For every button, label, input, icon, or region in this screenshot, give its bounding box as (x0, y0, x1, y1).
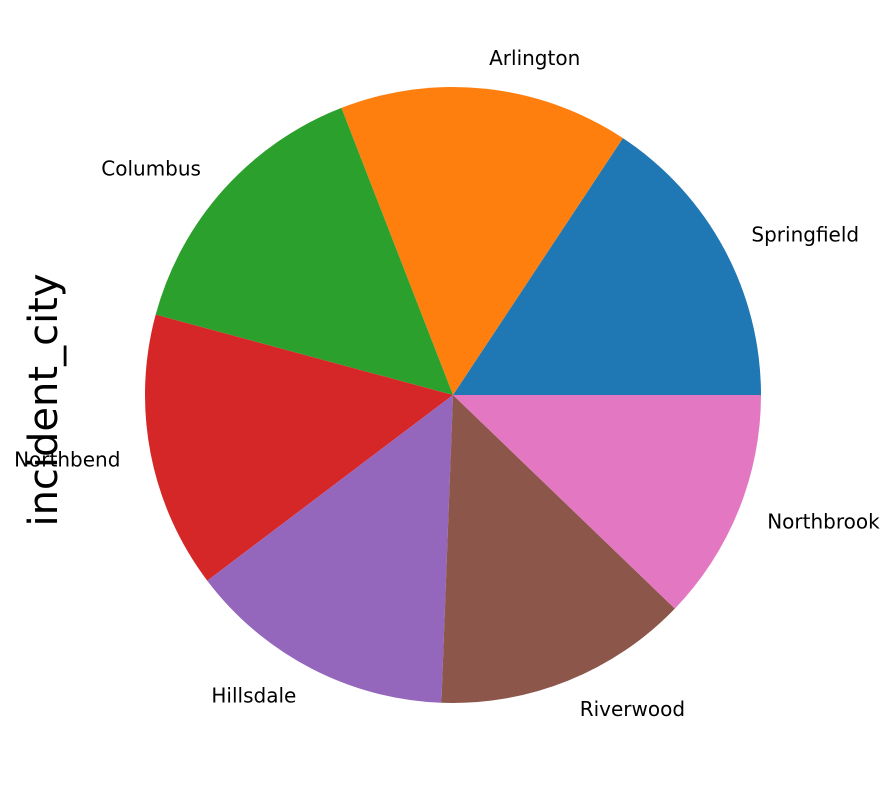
pie-label-hillsdale: Hillsdale (211, 683, 296, 707)
pie-slices (145, 86, 761, 703)
pie-label-riverwood: Riverwood (580, 697, 685, 721)
pie-slice-hillsdale (207, 395, 453, 703)
pie-slice-arlington (341, 86, 623, 395)
pie-slice-springfield (453, 138, 761, 396)
y-axis-label: incident_city (21, 273, 67, 526)
pie-label-columbus: Columbus (101, 157, 201, 181)
pie-slice-northbend (145, 314, 453, 581)
pie-labels: Springfield Arlington Columbus Northbend Hil… (14, 46, 880, 721)
pie-label-arlington: Arlington (489, 46, 580, 70)
pie-slice-columbus (155, 107, 453, 396)
pie-label-springfield: Springfield (751, 223, 859, 247)
pie-slice-northbrook (453, 395, 761, 609)
pie-slice-riverwood (441, 395, 675, 703)
pie-label-northbrook: Northbrook (767, 510, 880, 534)
pie-label-northbend: Northbend (14, 448, 120, 472)
